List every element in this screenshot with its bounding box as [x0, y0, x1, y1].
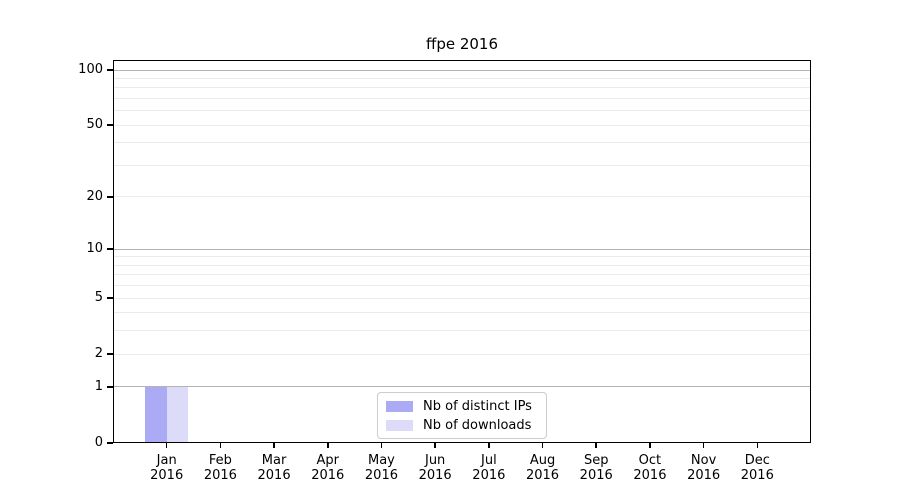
y-gridline-minor [113, 87, 811, 89]
x-tick-label: Nov 2016 [673, 453, 735, 483]
y-gridline-minor [113, 264, 811, 266]
y-tick-label: 20 [86, 188, 103, 204]
x-tick [756, 443, 759, 448]
legend-swatch-downloads [386, 419, 413, 431]
y-gridline-minor [113, 77, 811, 79]
x-tick-label-month: Jul [481, 453, 497, 468]
x-tick-label-year: 2016 [633, 468, 667, 483]
y-gridline-minor [113, 196, 811, 198]
legend-label-downloads: Nb of downloads [423, 417, 532, 433]
x-tick-label: Aug 2016 [512, 453, 574, 483]
y-gridline-major [113, 69, 811, 71]
x-tick-label-month: Sep [583, 453, 609, 468]
y-gridline-minor [113, 164, 811, 166]
x-tick-label: Oct 2016 [619, 453, 681, 483]
y-tick-label: 10 [86, 241, 103, 257]
y-gridline-minor [113, 256, 811, 258]
x-tick-label-month: Nov [690, 453, 717, 468]
x-tick-label-year: 2016 [364, 468, 398, 483]
x-tick-label: Dec 2016 [726, 453, 788, 483]
x-tick [165, 443, 168, 448]
y-gridline-minor [113, 110, 811, 112]
x-tick-label-year: 2016 [311, 468, 345, 483]
x-tick-label-year: 2016 [579, 468, 613, 483]
x-tick-label-year: 2016 [740, 468, 774, 483]
x-tick-label: Jul 2016 [458, 453, 520, 483]
y-gridline-minor [113, 274, 811, 276]
bar-nb-of-downloads-jan [166, 386, 189, 443]
x-tick-label-year: 2016 [525, 468, 560, 483]
x-tick-label-year: 2016 [150, 468, 184, 483]
x-tick [488, 443, 490, 448]
x-tick-label-year: 2016 [203, 468, 237, 483]
x-tick-label-year: 2016 [257, 468, 291, 483]
y-gridline-minor [113, 124, 811, 126]
y-tick [107, 69, 113, 71]
x-tick-label-month: Aug [529, 453, 556, 468]
y-tick [107, 297, 113, 299]
y-gridline-minor [113, 285, 811, 287]
y-tick [107, 248, 113, 250]
x-tick-label: Sep 2016 [565, 453, 627, 483]
x-tick-label-month: Dec [744, 453, 770, 468]
y-tick [107, 442, 113, 444]
x-tick-label-month: Jun [424, 453, 446, 468]
x-tick-label-year: 2016 [687, 468, 721, 483]
y-tick-label: 0 [94, 435, 103, 450]
x-tick-label-month: Mar [261, 453, 287, 468]
x-tick-label-year: 2016 [472, 468, 506, 483]
x-tick-label: May 2016 [350, 453, 412, 483]
legend-row-downloads: Nb of downloads [386, 417, 537, 433]
y-gridline-major [113, 386, 811, 388]
y-tick-label: 50 [86, 117, 103, 133]
y-gridline-minor [113, 97, 811, 99]
y-gridline-minor [113, 353, 811, 355]
chart-title: ffpe 2016 [425, 35, 499, 53]
x-tick-label: Jun 2016 [404, 453, 466, 483]
y-tick-label: 1 [94, 378, 103, 394]
y-tick [107, 124, 113, 126]
legend: Nb of distinct IPs Nb of downloads [377, 392, 547, 439]
y-gridline-minor [113, 297, 811, 299]
y-tick [107, 353, 113, 355]
legend-label-distinct-ips: Nb of distinct IPs [423, 398, 532, 414]
y-tick [107, 386, 113, 388]
y-tick-label: 100 [78, 62, 103, 77]
y-gridline-minor [113, 142, 811, 144]
x-tick-label-year: 2016 [418, 468, 452, 483]
x-tick-label-month: May [368, 453, 395, 468]
x-tick [219, 443, 222, 448]
y-tick [107, 196, 113, 198]
x-tick-label-month: Apr [316, 453, 340, 468]
x-tick [649, 443, 651, 448]
y-tick-label: 5 [94, 290, 103, 306]
legend-row-distinct-ips: Nb of distinct IPs [386, 398, 537, 414]
x-tick-label: Feb 2016 [189, 453, 251, 483]
x-tick [273, 443, 275, 448]
x-tick [327, 443, 329, 448]
bar-nb-of-distinct-ips-jan [145, 386, 167, 443]
x-tick-label: Jan 2016 [136, 453, 198, 483]
x-tick [380, 443, 383, 448]
x-tick [434, 443, 436, 448]
x-tick-label-month: Oct [638, 453, 662, 468]
x-tick [702, 443, 705, 448]
x-tick [595, 443, 597, 448]
legend-swatch-distinct-ips [386, 400, 413, 412]
x-tick-label: Mar 2016 [243, 453, 305, 483]
y-gridline-major [113, 248, 811, 250]
x-tick [541, 443, 544, 448]
y-tick-label: 2 [94, 346, 103, 362]
y-gridline-minor [113, 312, 811, 314]
y-gridline-minor [113, 330, 811, 332]
x-tick-label-month: Jan [156, 453, 177, 468]
x-tick-label-month: Feb [208, 453, 232, 468]
x-tick-label: Apr 2016 [297, 453, 359, 483]
